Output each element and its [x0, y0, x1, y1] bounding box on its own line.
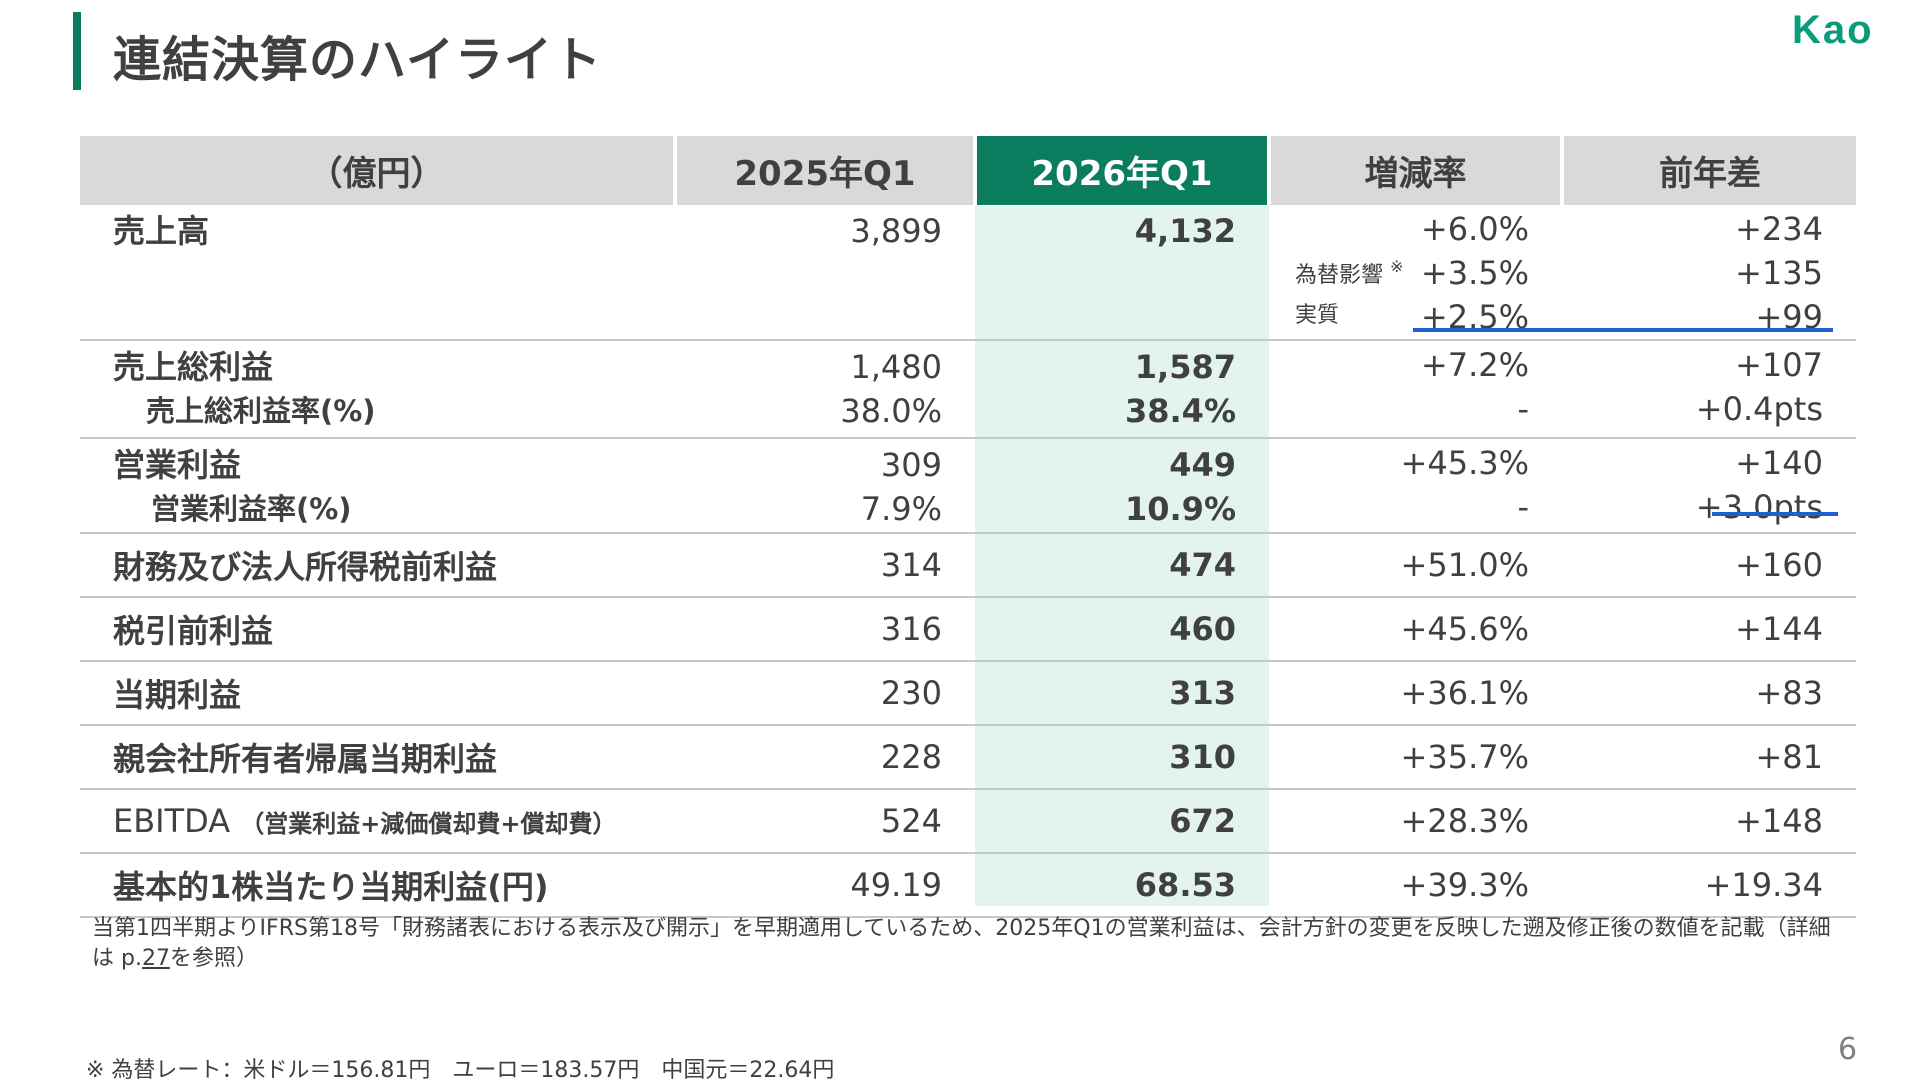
- cell-rate-sub: -: [1517, 488, 1529, 526]
- blue-underline-sales: [1413, 328, 1833, 332]
- cell-diff-sub: +0.4pts: [1695, 390, 1823, 428]
- cell-rate-fx: +3.5%: [1420, 254, 1529, 292]
- table-row-sales: 売上高 3,899 4,132 +6.0% +3.5% +2.5% 為替影響 ※…: [80, 205, 1856, 341]
- cell-2025: 228: [675, 725, 975, 790]
- header-2026q1: 2026年Q1: [973, 136, 1269, 205]
- table-row-ebitda: EBITDA （営業利益+減価償却費+償却費） 524 672 +28.3% +…: [80, 789, 1856, 854]
- cell-diff: +144: [1562, 597, 1856, 662]
- cell-2025: 1,480: [850, 348, 942, 386]
- cell-diff: +107: [1735, 346, 1823, 384]
- blue-underline-margin: [1712, 512, 1838, 516]
- results-table: （億円） 2025年Q1 2026年Q1 増減率 前年差 売上高 3,899 4…: [80, 136, 1856, 918]
- cell-2025: 524: [675, 789, 975, 854]
- cell-rate: +39.3%: [1269, 853, 1562, 918]
- cell-2025: 314: [675, 533, 975, 598]
- cell-rate: +36.1%: [1269, 661, 1562, 726]
- header-rate: 増減率: [1267, 136, 1562, 205]
- table-row: 税引前利益 316 460 +45.6% +144: [80, 597, 1856, 662]
- page-number: 6: [1838, 1032, 1858, 1067]
- cell-2026: 474: [975, 533, 1269, 598]
- row-sublabel: （営業利益+減価償却費+償却費）: [240, 810, 617, 838]
- cell-2026-sub: 10.9%: [1124, 490, 1236, 528]
- cell-diff-fx: +135: [1735, 254, 1823, 292]
- page-link[interactable]: 27: [141, 946, 170, 971]
- header-2025q1: 2025年Q1: [673, 136, 975, 205]
- table-header-row: （億円） 2025年Q1 2026年Q1 増減率 前年差: [80, 136, 1856, 205]
- cell-2025: 49.19: [675, 853, 975, 918]
- fx-label: 為替影響: [1295, 263, 1384, 288]
- kao-logo: Kao: [1792, 8, 1874, 52]
- row-sublabel: 売上総利益率(%): [146, 394, 376, 428]
- row-label: 親会社所有者帰属当期利益: [80, 725, 675, 790]
- row-label: 財務及び法人所得税前利益: [80, 533, 675, 598]
- cell-2026-sub: 38.4%: [1124, 392, 1236, 430]
- cell-2026: 672: [975, 789, 1269, 854]
- cell-rate: +45.3%: [1400, 444, 1529, 482]
- cell-rate: +7.2%: [1420, 346, 1529, 384]
- cell-diff-real: +99: [1755, 298, 1823, 336]
- real-label: 実質: [1295, 303, 1340, 328]
- cell-2025: 3,899: [850, 212, 942, 250]
- cell-rate: +45.6%: [1269, 597, 1562, 662]
- cell-diff: +234: [1735, 210, 1823, 248]
- cell-2025: 230: [675, 661, 975, 726]
- cell-diff-sub: +3.0pts: [1695, 488, 1823, 526]
- footnote-fx-rates: ※ 為替レート：米ドル＝156.81円 ユーロ＝183.57円 中国元＝22.6…: [86, 1058, 835, 1083]
- cell-rate: +28.3%: [1269, 789, 1562, 854]
- cell-rate-sub: -: [1517, 390, 1529, 428]
- cell-2025: 309: [880, 446, 942, 484]
- page-title: 連結決算のハイライト: [113, 32, 603, 88]
- row-label: 営業利益: [113, 446, 242, 484]
- cell-rate: +51.0%: [1269, 533, 1562, 598]
- table-row: 当期利益 230 313 +36.1% +83: [80, 661, 1856, 726]
- row-label: 売上総利益: [113, 348, 274, 386]
- row-label: 当期利益: [80, 661, 675, 726]
- row-sublabel: 営業利益率(%): [151, 492, 352, 526]
- cell-2026: 4,132: [1134, 212, 1236, 250]
- cell-diff: +81: [1562, 725, 1856, 790]
- cell-diff: +160: [1562, 533, 1856, 598]
- table-row-gross-profit: 売上総利益 売上総利益率(%) 1,480 38.0% 1,587 38.4% +7…: [80, 340, 1856, 439]
- cell-2026: 1,587: [1134, 348, 1236, 386]
- cell-diff: +148: [1562, 789, 1856, 854]
- cell-2026: 460: [975, 597, 1269, 662]
- table-row: 親会社所有者帰属当期利益 228 310 +35.7% +81: [80, 725, 1856, 790]
- table-row-eps: 基本的1株当たり当期利益(円) 49.19 68.53 +39.3% +19.3…: [80, 853, 1856, 918]
- cell-2026: 313: [975, 661, 1269, 726]
- cell-2025: 316: [675, 597, 975, 662]
- title-accent-bar: [73, 12, 81, 90]
- cell-2025-sub: 7.9%: [860, 490, 942, 528]
- cell-2026: 310: [975, 725, 1269, 790]
- row-label: EBITDA: [113, 802, 231, 840]
- row-label: 基本的1株当たり当期利益(円): [80, 853, 675, 918]
- row-label: 売上高: [113, 212, 210, 250]
- cell-diff: +19.34: [1562, 853, 1856, 918]
- table-row-operating-profit: 営業利益 営業利益率(%) 309 7.9% 449 10.9% +45.3% - +…: [80, 438, 1856, 534]
- cell-diff: +83: [1562, 661, 1856, 726]
- header-diff: 前年差: [1560, 136, 1856, 205]
- header-unit: （億円）: [80, 136, 675, 205]
- table-row: 財務及び法人所得税前利益 314 474 +51.0% +160: [80, 533, 1856, 598]
- cell-2025-sub: 38.0%: [840, 392, 942, 430]
- cell-rate: +35.7%: [1269, 725, 1562, 790]
- cell-diff: +140: [1735, 444, 1823, 482]
- footnote-ifrs: 当第1四半期よりIFRS第18号「財務諸表における表示及び開示」を早期適用してい…: [92, 916, 1831, 971]
- fx-mark: ※: [1390, 257, 1404, 276]
- cell-2026: 68.53: [975, 853, 1269, 918]
- cell-rate: +6.0%: [1420, 210, 1529, 248]
- row-label: 税引前利益: [80, 597, 675, 662]
- cell-2026: 449: [1169, 446, 1236, 484]
